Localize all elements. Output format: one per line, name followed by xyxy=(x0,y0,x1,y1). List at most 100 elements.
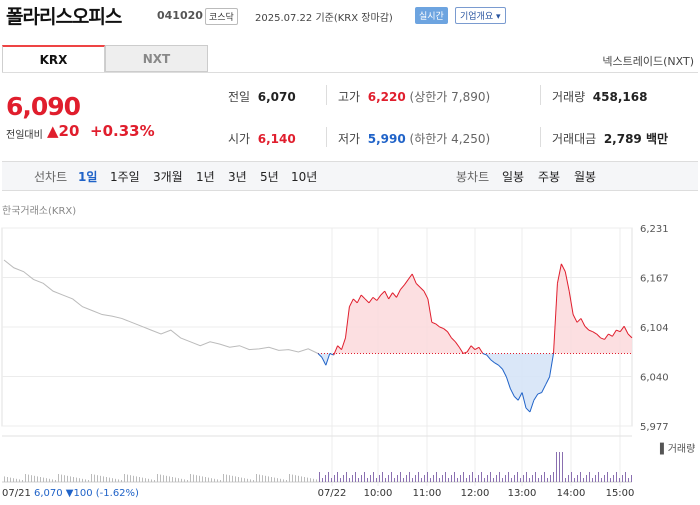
volume-bar xyxy=(205,477,206,482)
stat-open: 시가 6,140 xyxy=(228,130,296,147)
volume-bar xyxy=(112,478,113,482)
period-5y[interactable]: 5년 xyxy=(260,170,279,184)
volume-bar xyxy=(172,477,173,482)
volume-bar xyxy=(448,478,449,482)
volume-bar xyxy=(31,475,32,482)
today-series-segment xyxy=(348,298,354,307)
volume-legend: ▌거래량 xyxy=(659,442,695,455)
volume-bar xyxy=(430,478,431,482)
today-series-segment xyxy=(619,325,625,332)
current-price: 6,090 xyxy=(6,92,81,121)
today-series-segment xyxy=(517,392,523,401)
volume-bar xyxy=(154,480,155,482)
today-series-segment xyxy=(376,294,382,301)
divider xyxy=(540,127,541,147)
volume-bar xyxy=(601,478,602,482)
today-series-segment xyxy=(529,400,535,413)
volume-bar xyxy=(319,472,320,482)
volume-bar xyxy=(340,478,341,482)
volume-bar xyxy=(274,477,275,482)
volume-bar xyxy=(202,476,203,482)
stat-value: 6,140 xyxy=(257,132,296,146)
volume-bar xyxy=(451,475,452,482)
volume-bar xyxy=(532,475,533,482)
volume-bar xyxy=(100,475,101,482)
volume-bar xyxy=(502,478,503,482)
volume-bar xyxy=(562,452,563,482)
volume-bar xyxy=(553,472,554,482)
stock-name: 폴라리스오피스 xyxy=(6,6,122,28)
volume-bar xyxy=(52,479,53,482)
period-1y[interactable]: 1년 xyxy=(196,170,215,184)
change-label: 전일대비 xyxy=(6,130,43,141)
volume-bar xyxy=(337,472,338,482)
upper-limit: (상한가 7,890) xyxy=(409,90,491,104)
stat-prev-close: 전일 6,070 xyxy=(228,88,296,105)
period-weekly[interactable]: 주봉 xyxy=(538,170,561,184)
volume-bar xyxy=(85,479,86,482)
basis-text: 기준(KRX 장마감) xyxy=(315,13,393,24)
volume-bar xyxy=(232,475,233,482)
company-info-dropdown[interactable]: 기업개요 ▾ xyxy=(455,7,506,24)
period-10y[interactable]: 10년 xyxy=(291,170,318,184)
x-tick-label: 12:00 xyxy=(461,488,490,499)
volume-bar xyxy=(244,478,245,482)
volume-bar xyxy=(259,474,260,482)
volume-bar xyxy=(19,479,20,482)
period-daily[interactable]: 일봉 xyxy=(502,170,525,184)
today-series-segment xyxy=(627,333,633,339)
volume-bar xyxy=(253,480,254,482)
volume-bar xyxy=(517,472,518,482)
volume-bar xyxy=(439,478,440,482)
today-series-segment xyxy=(482,353,487,356)
tab-krx[interactable]: KRX xyxy=(2,45,105,72)
volume-bar xyxy=(403,478,404,482)
today-series-segment xyxy=(533,393,539,401)
volume-bar xyxy=(295,475,296,482)
today-series-segment xyxy=(403,279,409,286)
volume-bar xyxy=(49,478,50,482)
volume-bar xyxy=(229,475,230,482)
divider xyxy=(540,85,541,105)
volume-bar xyxy=(280,478,281,482)
volume-bar xyxy=(487,475,488,482)
realtime-button[interactable]: 실시간 xyxy=(415,7,448,24)
period-1w[interactable]: 1주일 xyxy=(110,170,140,184)
period-3m[interactable]: 3개월 xyxy=(153,170,183,184)
volume-bar xyxy=(220,480,221,482)
volume-bar xyxy=(580,472,581,482)
volume-bar xyxy=(415,475,416,482)
period-1d[interactable]: 1일 xyxy=(78,170,98,184)
volume-bar xyxy=(211,478,212,482)
volume-bar xyxy=(397,475,398,482)
today-series-segment xyxy=(616,329,621,333)
volume-bar xyxy=(352,475,353,482)
volume-bar xyxy=(199,475,200,482)
volume-bar xyxy=(478,475,479,482)
stat-label: 고가 xyxy=(338,90,361,104)
stat-value: 5,990 xyxy=(367,132,406,146)
date-text: 2025.07.22 xyxy=(255,13,313,24)
chart-source-label: 한국거래소(KRX) xyxy=(2,206,77,217)
stat-low: 저가 5,990 (하한가 4,250) xyxy=(338,130,490,147)
volume-bar xyxy=(247,478,248,482)
divider xyxy=(326,127,327,147)
volume-bar xyxy=(223,474,224,482)
volume-bar xyxy=(373,472,374,482)
nxt-link[interactable]: 넥스트레이드(NXT) xyxy=(602,55,694,68)
today-series-segment xyxy=(325,353,331,366)
tab-nxt[interactable]: NXT xyxy=(105,45,208,72)
volume-bar xyxy=(82,478,83,482)
volume-bar xyxy=(433,475,434,482)
today-series-segment xyxy=(463,351,468,354)
today-series-segment xyxy=(584,325,590,331)
volume-bar xyxy=(76,477,77,482)
volume-bar xyxy=(550,475,551,482)
period-3y[interactable]: 3년 xyxy=(228,170,247,184)
volume-bar xyxy=(514,475,515,482)
today-series-segment xyxy=(443,328,448,333)
volume-bar xyxy=(520,478,521,482)
volume-bar xyxy=(226,474,227,482)
period-monthly[interactable]: 월봉 xyxy=(574,170,597,184)
